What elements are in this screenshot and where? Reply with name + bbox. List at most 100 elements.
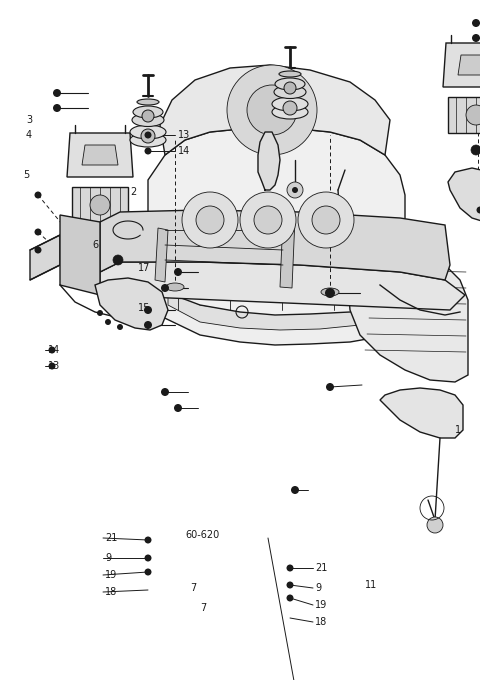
Text: 17: 17: [138, 263, 150, 273]
Circle shape: [254, 206, 282, 234]
Circle shape: [90, 195, 110, 215]
Circle shape: [283, 101, 297, 115]
Circle shape: [240, 192, 296, 248]
Circle shape: [227, 65, 317, 155]
Text: 9: 9: [315, 583, 321, 593]
Text: 7: 7: [200, 603, 206, 613]
Circle shape: [35, 192, 41, 199]
Text: 19: 19: [315, 600, 327, 610]
Polygon shape: [448, 168, 480, 222]
Circle shape: [298, 192, 354, 248]
Circle shape: [477, 207, 480, 214]
Polygon shape: [168, 288, 395, 330]
Circle shape: [144, 131, 152, 139]
Circle shape: [284, 82, 296, 94]
Ellipse shape: [279, 71, 301, 77]
Ellipse shape: [272, 97, 308, 111]
Text: 18: 18: [105, 587, 117, 597]
Ellipse shape: [133, 106, 163, 118]
Circle shape: [247, 85, 297, 135]
Polygon shape: [160, 65, 390, 155]
Circle shape: [325, 288, 335, 298]
Polygon shape: [348, 245, 468, 382]
Text: 6: 6: [92, 240, 98, 250]
Circle shape: [144, 148, 152, 154]
Circle shape: [174, 268, 182, 276]
Circle shape: [196, 206, 224, 234]
Text: 11: 11: [365, 580, 377, 590]
Text: 14: 14: [48, 345, 60, 355]
Text: 4: 4: [26, 130, 32, 140]
Text: 19: 19: [105, 570, 117, 580]
Circle shape: [35, 228, 41, 235]
Circle shape: [161, 284, 169, 292]
Text: 13: 13: [178, 130, 190, 140]
Circle shape: [427, 517, 443, 533]
Text: 60-620: 60-620: [185, 530, 219, 540]
Polygon shape: [148, 128, 420, 315]
Circle shape: [53, 89, 61, 97]
Text: 5: 5: [23, 170, 29, 180]
Text: 2: 2: [130, 187, 136, 197]
Text: 7: 7: [190, 583, 196, 593]
Polygon shape: [458, 55, 480, 75]
Ellipse shape: [130, 125, 166, 139]
Polygon shape: [30, 235, 60, 280]
Circle shape: [113, 255, 123, 265]
Text: 14: 14: [178, 146, 190, 156]
Circle shape: [472, 34, 480, 42]
Text: 18: 18: [315, 617, 327, 627]
Ellipse shape: [166, 283, 184, 291]
Text: 3: 3: [26, 115, 32, 125]
Text: 15: 15: [138, 303, 150, 313]
Ellipse shape: [132, 114, 164, 126]
Text: 21: 21: [315, 563, 327, 573]
Text: 21: 21: [105, 533, 118, 543]
Circle shape: [141, 129, 155, 143]
Circle shape: [326, 383, 334, 391]
Circle shape: [97, 310, 103, 316]
Circle shape: [142, 110, 154, 122]
Circle shape: [287, 182, 303, 198]
Polygon shape: [448, 97, 480, 133]
Circle shape: [287, 594, 293, 602]
Circle shape: [48, 362, 56, 369]
Circle shape: [105, 319, 111, 325]
Circle shape: [35, 247, 41, 254]
Polygon shape: [155, 228, 168, 282]
Circle shape: [144, 537, 152, 543]
Text: 1: 1: [455, 425, 461, 435]
Circle shape: [144, 568, 152, 575]
Ellipse shape: [274, 86, 306, 99]
Ellipse shape: [137, 99, 159, 105]
Polygon shape: [148, 290, 420, 345]
Polygon shape: [100, 262, 465, 310]
Circle shape: [472, 19, 480, 27]
Ellipse shape: [275, 78, 305, 90]
Circle shape: [117, 324, 123, 330]
Polygon shape: [67, 133, 133, 177]
Ellipse shape: [321, 288, 339, 296]
Text: 9: 9: [105, 553, 111, 563]
Circle shape: [144, 321, 152, 329]
Polygon shape: [72, 187, 128, 223]
Polygon shape: [60, 215, 100, 295]
Polygon shape: [95, 278, 168, 330]
Polygon shape: [258, 132, 280, 190]
Polygon shape: [380, 388, 463, 438]
Circle shape: [53, 104, 61, 112]
Text: 13: 13: [48, 361, 60, 371]
Circle shape: [292, 187, 298, 193]
Circle shape: [312, 206, 340, 234]
Ellipse shape: [130, 133, 166, 147]
Circle shape: [182, 192, 238, 248]
Circle shape: [471, 145, 480, 155]
Circle shape: [291, 486, 299, 494]
Circle shape: [144, 306, 152, 314]
Polygon shape: [280, 217, 295, 288]
Circle shape: [144, 554, 152, 562]
Polygon shape: [100, 210, 450, 280]
Circle shape: [287, 564, 293, 571]
Polygon shape: [82, 145, 118, 165]
Circle shape: [174, 404, 182, 412]
